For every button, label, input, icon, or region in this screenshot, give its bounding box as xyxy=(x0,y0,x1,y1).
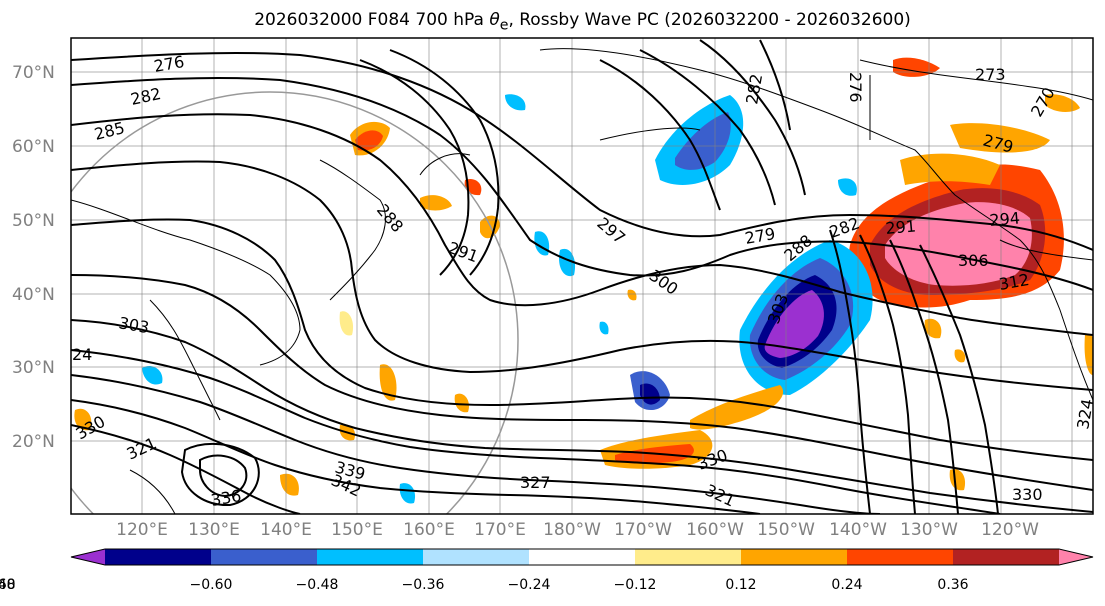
lon-label: 170°E xyxy=(474,520,526,540)
lon-label: 140°E xyxy=(260,520,312,540)
colorbar-tick-label: 0.24 xyxy=(831,577,863,593)
colorbar-tick-label: 0.48 xyxy=(0,577,16,593)
map-border xyxy=(70,37,1094,515)
colorbar-outline xyxy=(70,548,1094,566)
lon-label: 170°W xyxy=(614,520,672,540)
map-title: 2026032000 F084 700 hPa θe, Rossby Wave … xyxy=(254,10,911,34)
contour-label: 276 xyxy=(846,72,865,103)
coastlines xyxy=(71,48,1093,514)
lon-label: 120°E xyxy=(116,520,168,540)
lon-label: 150°W xyxy=(757,520,815,540)
lon-label: 180°W xyxy=(543,520,601,540)
contour-label: 327 xyxy=(520,473,551,492)
lon-label: 150°E xyxy=(331,520,383,540)
colorbar xyxy=(70,548,1094,566)
colorbar-tick-label: −0.24 xyxy=(507,577,551,593)
colorbar-tick-label: −0.60 xyxy=(189,577,233,593)
lon-label: 140°W xyxy=(829,520,887,540)
colorbar-tick-label: 0.12 xyxy=(725,577,757,593)
colorbar-tick-label: 0.36 xyxy=(937,577,969,593)
lat-label: 50°N xyxy=(12,211,55,231)
colorbar-segment xyxy=(317,549,424,565)
colorbar-segment xyxy=(953,549,1060,565)
contour-label: 24 xyxy=(72,345,92,364)
contour-label: 294 xyxy=(989,208,1021,230)
contour-label: 273 xyxy=(975,65,1006,84)
contour-label: 324 xyxy=(1073,397,1097,430)
colorbar-segment xyxy=(635,549,742,565)
colorbar-tick-label: −0.48 xyxy=(295,577,339,593)
lat-label: 40°N xyxy=(12,285,55,305)
colorbar-arrow-left xyxy=(71,549,105,565)
lon-label: 120°W xyxy=(981,520,1039,540)
lon-label: 160°E xyxy=(403,520,455,540)
lat-label: 30°N xyxy=(12,358,55,378)
colorbar-segment xyxy=(741,549,848,565)
lat-label: 20°N xyxy=(12,432,55,452)
contour-label: 291 xyxy=(885,216,917,238)
theta-e-contours xyxy=(71,39,1093,514)
colorbar-segment xyxy=(529,549,636,565)
colorbar-arrow-right xyxy=(1059,549,1093,565)
colorbar-segment xyxy=(423,549,530,565)
lon-label: 130°E xyxy=(188,520,240,540)
colorbar-tick-label: 0.60 xyxy=(0,577,16,593)
colorbar-segment xyxy=(211,549,318,565)
lat-label: 70°N xyxy=(12,63,55,83)
colorbar-tick-label: −0.36 xyxy=(401,577,445,593)
colorbar-tick-label: −0.12 xyxy=(613,577,657,593)
lat-label: 60°N xyxy=(12,137,55,157)
contour-label: 306 xyxy=(958,251,989,270)
lon-label: 130°W xyxy=(900,520,958,540)
contour-label: 330 xyxy=(1012,485,1043,504)
lon-label: 160°W xyxy=(686,520,744,540)
range-circle xyxy=(71,91,519,514)
colorbar-segment xyxy=(105,549,212,565)
colorbar-segment xyxy=(847,549,954,565)
